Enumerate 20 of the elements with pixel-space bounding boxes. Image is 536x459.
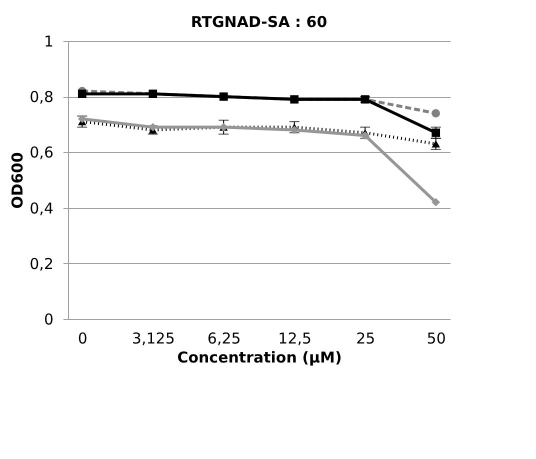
y-tick-label: 0 (44, 310, 54, 328)
y-tick-label: 0,6 (30, 144, 54, 162)
point (432, 140, 440, 148)
y-tick-label: 0,4 (30, 199, 54, 218)
chart-title: RTGNAD-SA : 60 (190, 13, 328, 31)
x-tick-label: 0 (78, 330, 88, 348)
point (78, 90, 86, 98)
x-tick-label: 3,125 (132, 330, 175, 348)
x-tick-label: 6,25 (207, 330, 241, 348)
point (432, 109, 440, 118)
x-axis-title: Concentration (µM) (177, 348, 342, 366)
point (432, 198, 440, 206)
y-tick-label: 1 (44, 32, 54, 50)
y-axis-title: OD600 (8, 152, 27, 209)
y-tick-label: 0,8 (30, 88, 54, 106)
point (78, 114, 86, 124)
x-tick-label: 25 (356, 330, 376, 348)
y-tick-label: 0,2 (30, 254, 54, 273)
x-tick-label: 12,5 (278, 330, 312, 348)
x-tick-label: 50 (426, 330, 446, 348)
